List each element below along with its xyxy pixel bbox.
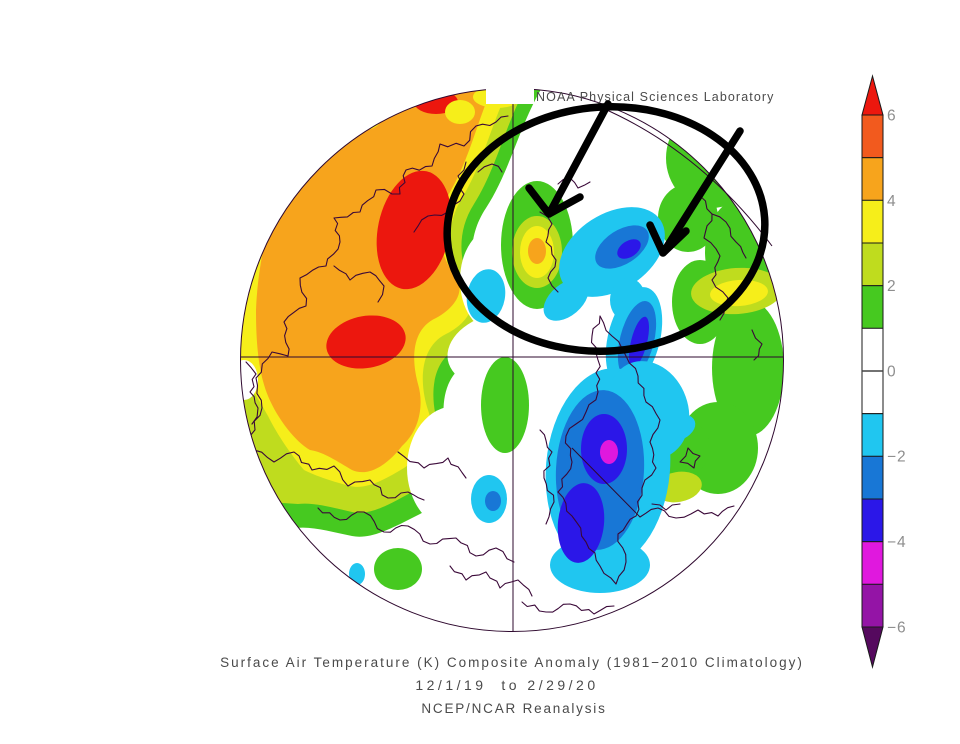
colorbar: 6 4 2 0 −2 −4 −6 [861,74,907,669]
colorbar-segment [861,199,884,244]
colorbar-segment [861,285,884,329]
graticule [240,88,784,632]
coastline-path [539,429,555,525]
colorbar-tick-label: 0 [887,364,897,381]
coastline-path [449,565,533,597]
coastline-path [317,507,515,563]
coastline-path [711,213,747,259]
colorbar-segment [861,541,884,585]
coastline-path [639,505,735,519]
colorbar-segment [861,583,884,628]
colorbar-tick-label: −4 [887,534,907,551]
annotation-arrow-left [525,100,612,218]
colorbar-segment [861,413,884,457]
figure-source: NCEP/NCAR Reanalysis [421,701,606,716]
coastline-path [539,211,559,293]
coastline-path [699,195,729,321]
noaa-psl-label: NOAA Physical Sciences Laboratory [536,90,774,104]
colorbar-under-triangle [861,626,884,669]
coastline-path [651,503,681,511]
colorbar-segment [861,242,884,287]
colorbar-tick-label: 4 [887,193,897,210]
colorbar-tick-label: 2 [887,278,897,295]
annotation-arrow-right [646,127,744,257]
figure-title: Surface Air Temperature (K) Composite An… [220,655,804,670]
coastline-path [253,449,425,501]
colorbar-tick-label: −6 [887,620,907,637]
coastlines [245,115,763,615]
highlight-ellipse [443,103,769,355]
coastline-path [245,361,259,425]
coastline-path [477,163,503,173]
latitude-arc [599,106,773,247]
coastline-path [679,447,701,469]
coastline-path [751,329,763,361]
coastline-path [249,115,509,437]
colorbar-tick-label: 6 [887,108,897,125]
colorbar-segment [861,455,884,500]
logo-patch [486,87,534,104]
colorbar-segment [861,114,884,159]
coastline-path [557,177,591,189]
hand-annotations [443,100,769,355]
coastline-path [397,451,467,479]
figure-date-range: 12/1/19 to 2/29/20 [415,677,598,693]
coastline-path [521,601,615,615]
colorbar-over-triangle [861,74,884,116]
colorbar-tick-label: −2 [887,449,907,466]
colorbar-segment [861,157,884,201]
coastline-path [333,265,385,303]
coastline-path [557,315,661,585]
colorbar-segment [861,498,884,543]
